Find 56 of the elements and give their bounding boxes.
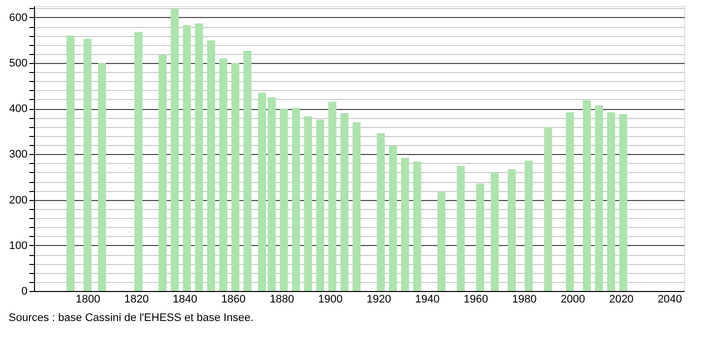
x-tick-label: 1940 (415, 294, 440, 306)
bar (340, 113, 348, 291)
bar (476, 183, 484, 291)
bar (207, 40, 216, 291)
x-tick-label: 1980 (512, 294, 537, 306)
bar (83, 38, 92, 291)
bar (437, 192, 446, 291)
bar (158, 54, 167, 291)
y-tick-label: 0 (21, 286, 28, 298)
source-note: Sources : base Cassini de l'EHESS et base Insee. (8, 312, 254, 324)
bar (231, 63, 240, 291)
bar (544, 127, 552, 291)
y-tick-label: 100 (9, 240, 28, 252)
bar (595, 105, 603, 291)
bar (219, 58, 228, 291)
bar (98, 63, 106, 291)
y-tick-label: 300 (9, 148, 28, 161)
x-tick-label: 2040 (658, 294, 682, 306)
bar (292, 108, 300, 291)
x-tick-label: 1960 (464, 294, 488, 306)
bar (376, 133, 385, 291)
x-tick-label: 2020 (609, 294, 634, 306)
bar (134, 32, 142, 291)
bar (490, 172, 499, 291)
bar (619, 114, 628, 291)
x-tick-label: 1800 (76, 294, 100, 306)
bar (280, 108, 288, 291)
bar (243, 50, 252, 291)
x-tick-label: 1860 (221, 294, 246, 306)
bar (566, 112, 574, 291)
y-tick-label: 200 (9, 194, 28, 206)
bar (170, 8, 179, 291)
bar (66, 36, 75, 291)
bar (456, 166, 465, 291)
y-tick-label: 500 (9, 58, 28, 70)
bar (316, 120, 324, 291)
bar (304, 116, 312, 291)
x-tick-label: 1900 (318, 294, 343, 306)
bar (388, 146, 397, 291)
bar (508, 169, 516, 291)
bar (607, 112, 616, 291)
y-tick-label: 600 (9, 12, 28, 24)
x-tick-label: 1820 (124, 294, 149, 306)
x-tick-label: 1880 (270, 294, 294, 306)
y-tick-label: 400 (9, 103, 28, 116)
bar (182, 25, 191, 291)
bar (352, 122, 361, 291)
bar (524, 160, 533, 291)
x-tick-label: 1840 (172, 294, 198, 306)
bar (328, 102, 336, 291)
x-tick-label: 1920 (366, 294, 392, 306)
bar (401, 158, 410, 291)
bar (195, 23, 203, 291)
x-tick-label: 2000 (560, 294, 586, 306)
bar (413, 161, 422, 291)
bar (582, 100, 591, 291)
